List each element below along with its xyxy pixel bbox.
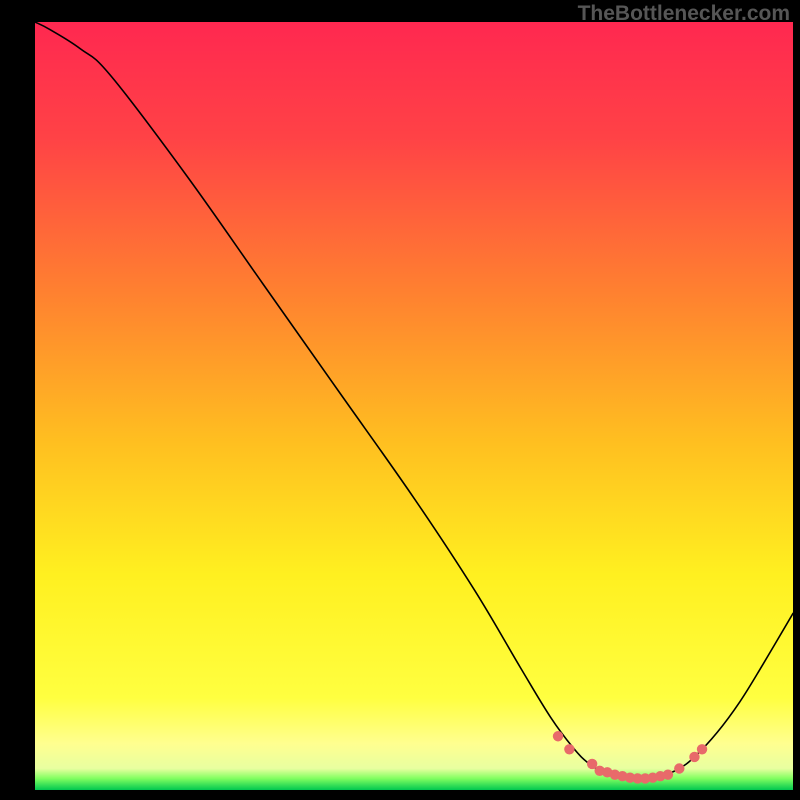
marker-dot bbox=[697, 744, 707, 754]
gradient-background bbox=[35, 22, 793, 790]
marker-dot bbox=[674, 763, 684, 773]
chart-svg bbox=[35, 22, 793, 790]
plot-area bbox=[35, 22, 793, 790]
marker-dot bbox=[689, 752, 699, 762]
watermark-text: TheBottlenecker.com bbox=[578, 2, 790, 26]
marker-dot bbox=[663, 769, 673, 779]
marker-dot bbox=[553, 731, 563, 741]
marker-dot bbox=[564, 744, 574, 754]
